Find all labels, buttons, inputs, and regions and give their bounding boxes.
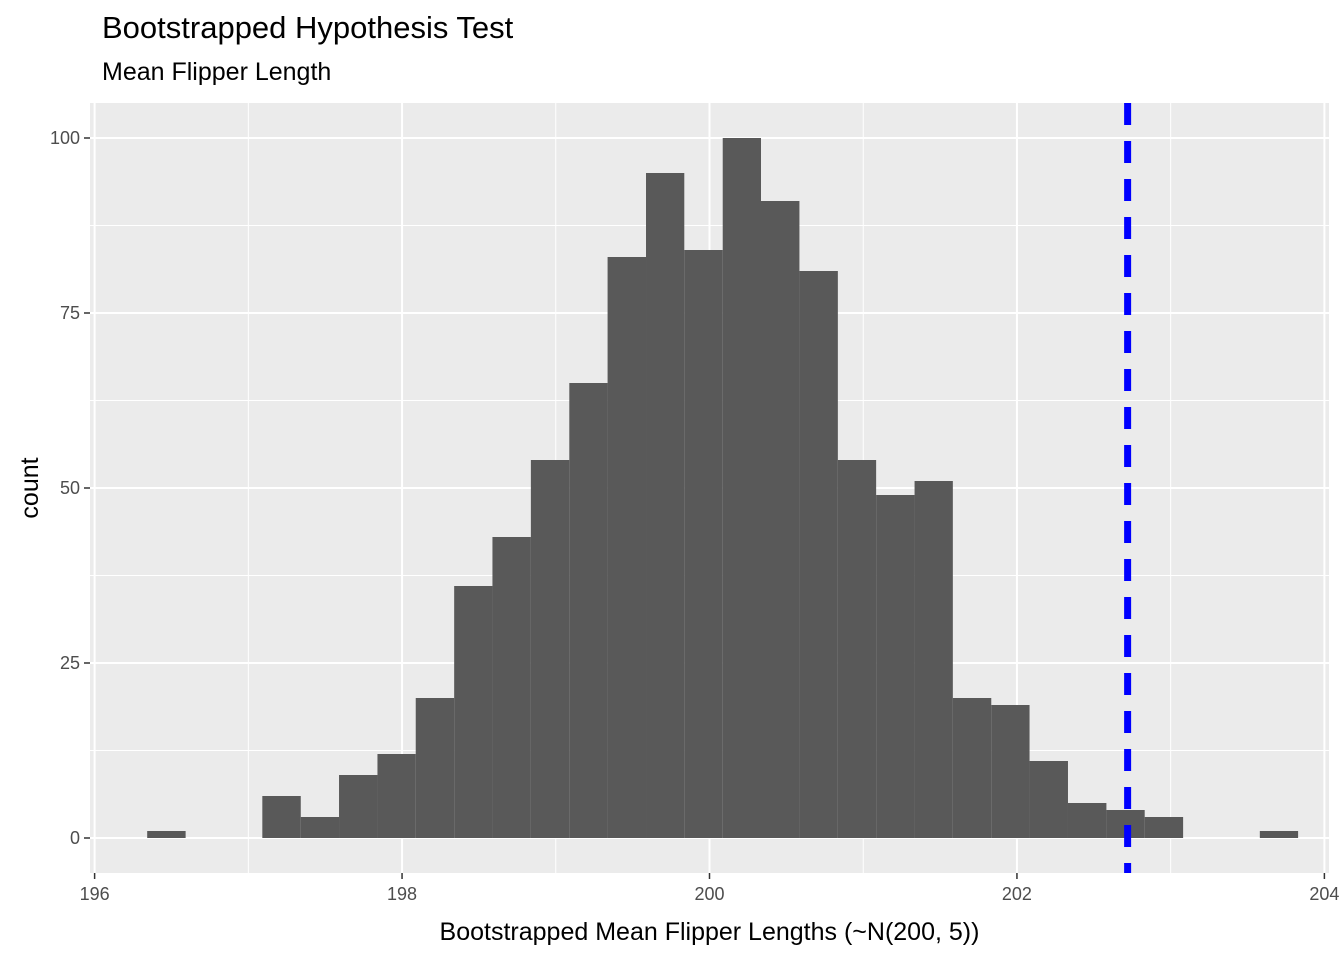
histogram-bar: [722, 138, 761, 838]
y-tick-label: 0: [70, 828, 80, 848]
histogram-bar: [415, 698, 455, 838]
histogram-bar: [991, 705, 1030, 838]
histogram-bar: [377, 754, 416, 838]
histogram-bar: [1144, 817, 1184, 838]
x-tick-label: 196: [80, 884, 110, 904]
histogram-bar: [1259, 831, 1299, 838]
x-axis: 196 198 200 202 204: [80, 873, 1339, 904]
histogram-bar: [760, 201, 800, 838]
y-tick-label: 25: [60, 653, 80, 673]
y-tick-label: 75: [60, 303, 80, 323]
y-axis: 0 25 50 75 100: [50, 128, 90, 848]
histogram-bar: [454, 586, 493, 838]
y-tick-label: 100: [50, 128, 80, 148]
histogram-bar: [837, 460, 877, 838]
chart-subtitle: Mean Flipper Length: [102, 58, 332, 86]
histogram-bar: [262, 796, 301, 838]
histogram-bar: [569, 383, 608, 838]
histogram-bar: [147, 831, 186, 838]
x-tick-label: 200: [694, 884, 724, 904]
histogram-bar: [300, 817, 340, 838]
histogram-bar: [684, 250, 723, 838]
histogram-bars: [147, 138, 1299, 838]
histogram-bar: [876, 495, 915, 838]
histogram-bar: [530, 460, 570, 838]
histogram-bar: [339, 775, 378, 838]
y-tick-label: 50: [60, 478, 80, 498]
histogram-bar: [914, 481, 953, 838]
chart-title: Bootstrapped Hypothesis Test: [102, 10, 514, 45]
histogram-bar: [646, 173, 685, 838]
x-tick-label: 204: [1309, 884, 1339, 904]
histogram-bar: [799, 271, 838, 838]
histogram-bar: [1029, 761, 1068, 838]
x-axis-title: Bootstrapped Mean Flipper Lengths (~N(20…: [440, 918, 980, 946]
histogram-bar: [607, 257, 647, 838]
histogram-bar: [492, 537, 531, 838]
x-tick-label: 202: [1002, 884, 1032, 904]
histogram-bar: [952, 698, 992, 838]
x-tick-label: 198: [387, 884, 417, 904]
y-axis-title: count: [16, 457, 44, 518]
histogram-bar: [1067, 803, 1107, 838]
